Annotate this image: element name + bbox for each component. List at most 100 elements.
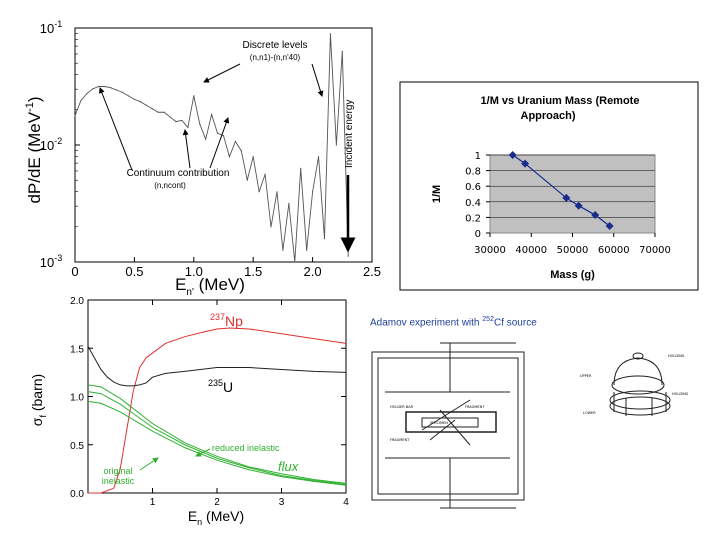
chart1-ann-arrow-continuum <box>99 87 133 171</box>
chart3-label-reduced-inelastic: reduced inelastic <box>212 443 280 453</box>
chart3-xtick-label: 3 <box>279 497 285 508</box>
chart1-spectrum-point <box>317 156 320 158</box>
apparatus-inner-frame <box>377 357 519 495</box>
apparatus-label-4: FRAGMENT <box>390 438 410 442</box>
chart2-ytick-label: 0.4 <box>465 198 481 209</box>
chart2-ytick-label: 1 <box>475 151 481 162</box>
chart1-ylabel: dP/dE (MeV-1) <box>24 96 44 203</box>
chart1-ann-continuum-sub: (n,ncont) <box>154 181 186 190</box>
holder-label-1: HOLDING <box>668 354 685 358</box>
chart1-ann-arrow-discrete <box>203 63 241 83</box>
chart1-xtick-label: 0.5 <box>125 264 143 279</box>
chart1-spectrum-point <box>312 191 314 193</box>
chart1-spectrum-point <box>211 113 213 116</box>
chart2-series-point <box>508 151 517 159</box>
chart3-ylabel: σf (barn) <box>29 374 48 426</box>
chart2-xlabel: Mass (g) <box>550 269 595 281</box>
chart1-spectrum-point <box>121 91 124 93</box>
holder-dome <box>613 357 663 386</box>
holder-ring-2 <box>609 396 671 416</box>
chart1-spectrum-point <box>145 104 147 106</box>
chart1-spectrum-point <box>240 150 242 152</box>
chart2-series-point <box>562 193 571 202</box>
chart1-spectrum-point <box>347 255 349 257</box>
chart1-spectrum-point <box>258 191 260 193</box>
chart1-spectrum-point <box>276 191 278 193</box>
chart1-spectrum-point <box>199 123 201 125</box>
chart1-ann-incident: Incident energy <box>344 100 355 168</box>
chart1-spectrum-point <box>110 87 112 89</box>
chart1-spectrum-point <box>181 119 183 122</box>
apparatus-label-3: FRAGMENT <box>465 405 485 409</box>
chart2-title-line1: 1/M vs Uranium Mass (Remote <box>481 95 640 107</box>
apparatus-label-1: HOLDER BAR <box>390 405 414 409</box>
chart1-spectrum-point <box>193 95 195 97</box>
chart3-arrow-original <box>139 457 159 471</box>
chart3-xtick-label: 4 <box>343 497 349 508</box>
chart1-spectrum-point <box>264 173 266 175</box>
chart2-xtick-label: 60000 <box>598 245 630 256</box>
apparatus-track-3 <box>429 419 456 441</box>
chart1-spectrum-point <box>169 116 171 118</box>
chart1-ann-arrow-discrete <box>311 63 324 97</box>
chart2-series-point <box>605 221 614 230</box>
chart1-xlabel: En' (MeV) <box>175 275 245 298</box>
chart2-series-point <box>574 201 583 210</box>
chart1-spectrum-point <box>151 108 153 110</box>
apparatus-track-1 <box>421 399 471 431</box>
chart3-xlabel: En (MeV) <box>188 508 244 527</box>
chart1-ann-arrow-continuum <box>209 117 230 169</box>
chart1-spectrum-point <box>306 249 308 251</box>
chart1-spectrum-point <box>216 132 219 134</box>
chart2-title-line2: Approach) <box>521 110 576 122</box>
caption-pre: Adamov experiment with <box>370 317 483 329</box>
chart3-xtick-label: 1 <box>150 497 156 508</box>
chart1-spectrum-point <box>222 135 225 137</box>
chart1-spectrum-point <box>234 140 236 143</box>
chart3-label-original-2: inelastic <box>102 476 135 486</box>
chart1-ann-discrete-title: Discrete levels <box>242 40 307 51</box>
chart1-xtick-label: 1.5 <box>244 264 262 279</box>
chart1-spectrum-point <box>270 226 272 228</box>
caption-sup: 252 <box>482 316 494 323</box>
chart1-spectrum-point <box>323 238 326 240</box>
chart1-spectrum-point <box>282 249 284 251</box>
chart1-spectrum-point <box>187 126 189 129</box>
holder-label-2: UPPER <box>580 374 592 378</box>
chart1-spectrum-point <box>157 111 159 113</box>
chart1-ytick-label: 10-2 <box>40 136 62 153</box>
chart2-xtick-label: 70000 <box>639 245 671 256</box>
chart1-ann-arrow-continuum <box>182 129 191 169</box>
chart1-spectrum-point <box>228 156 231 158</box>
chart3-ytick-label: 1.5 <box>70 344 84 355</box>
chart1-spectrum-point <box>300 167 302 169</box>
chart1-ann-continuum-title: Continuum contribution <box>127 168 230 179</box>
chart2-series-point <box>521 159 530 168</box>
chart3-label-u235: 235U <box>208 378 233 395</box>
chart2-xtick-label: 50000 <box>557 245 589 256</box>
chart1-spectrum-point <box>92 88 94 90</box>
chart1-ytick-label: 10-3 <box>40 253 62 270</box>
chart1-spectrum-point <box>163 111 165 113</box>
chart3-xtick-label: 2 <box>214 497 220 508</box>
apparatus-track-2 <box>439 409 471 446</box>
chart2-ytick-label: 0.6 <box>465 182 481 193</box>
chart3-series-235-u-line <box>87 346 347 387</box>
chart1-ytick-label: 10-1 <box>40 19 62 36</box>
holder-label-4: LOWER <box>583 411 596 415</box>
chart1-spectrum-point <box>115 89 118 91</box>
chart1-spectrum-point <box>252 156 254 158</box>
chart1-spectrum-point <box>294 261 296 263</box>
chart3-ytick-label: 0.5 <box>70 441 84 452</box>
chart3-ytick-label: 2.0 <box>70 296 84 307</box>
chart1-xtick-label: 2.5 <box>363 264 381 279</box>
chart3-ytick-label: 1.0 <box>70 393 84 404</box>
chart1-spectrum-point <box>133 98 135 100</box>
holder-top <box>611 375 665 395</box>
chart1-xtick-label: 0 <box>71 264 78 279</box>
